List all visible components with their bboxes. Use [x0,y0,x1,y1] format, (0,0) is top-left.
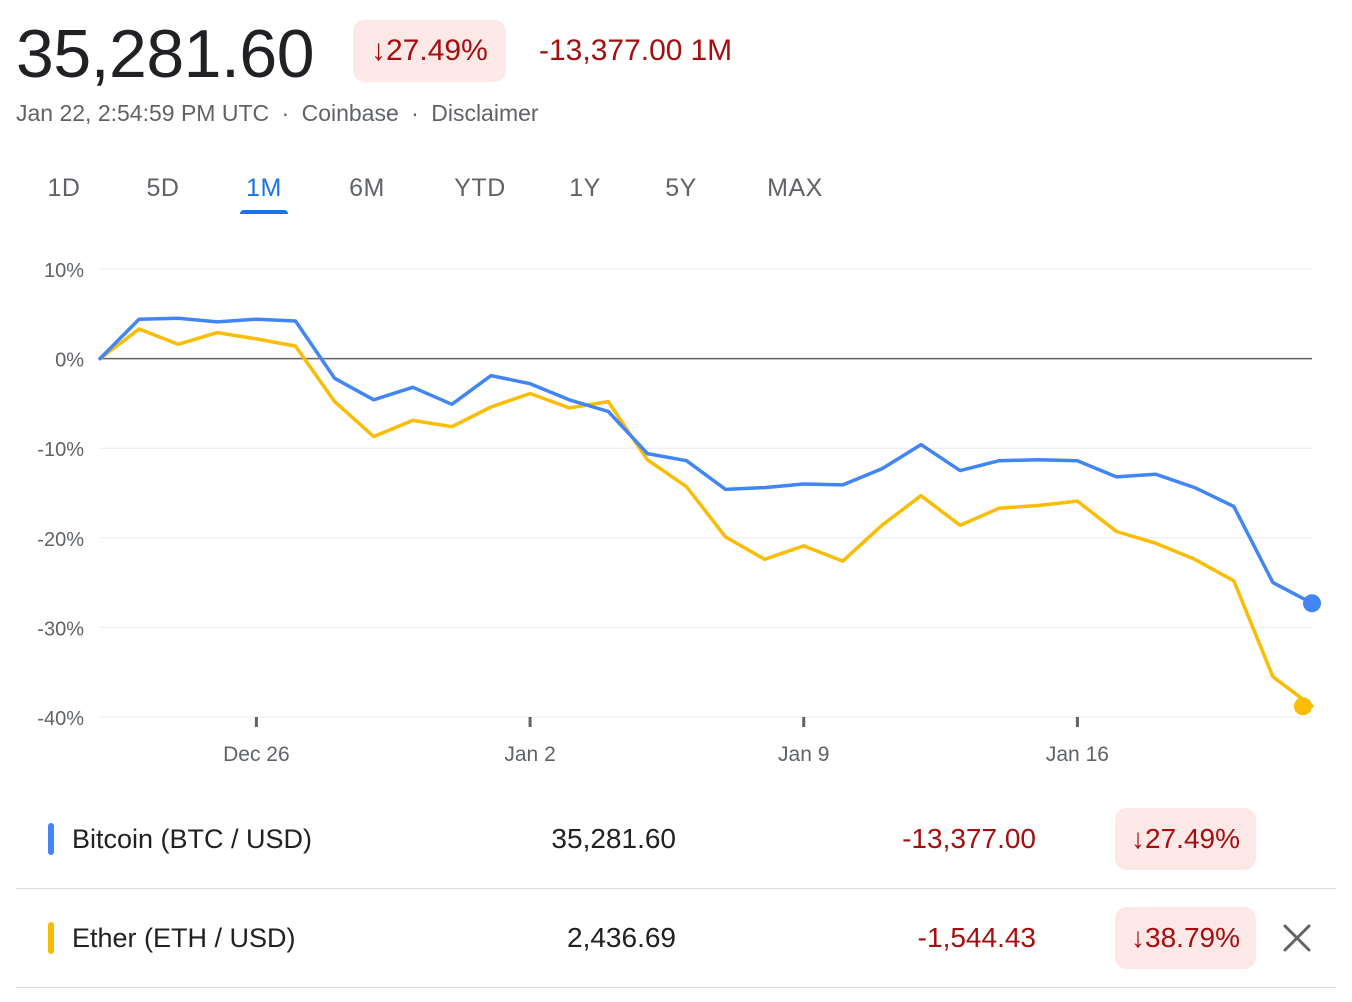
asset-change-percent: 27.49% [1145,823,1240,854]
change-period: 1M [690,34,733,67]
y-tick-label: 10% [44,260,84,282]
change-absolute-value: -13,377.00 [539,34,683,67]
x-tick-label: Jan 9 [778,743,829,766]
tab-label: YTD [454,174,506,202]
x-tick-label: Dec 26 [223,743,290,766]
tab-label: 1D [47,174,81,202]
bitcoin-series-line [98,316,1314,605]
tab-label: MAX [767,174,823,202]
comparison-line-chart[interactable]: 10% 0% -10% -20% -30% -40% Dec 26 Jan 2 Jan 9 Jan… [0,240,1352,780]
bitcoin-color-swatch [48,823,54,855]
y-tick-label: -30% [37,618,84,640]
legend-row-bitcoin[interactable]: Bitcoin (BTC / USD) 35,281.60 -13,377.00… [16,790,1336,889]
asset-name: Ether (ETH / USD) [72,923,296,953]
quote-meta: Jan 22, 2:54:59 PM UTC · Coinbase · Disc… [16,100,539,127]
ether-color-swatch [48,922,54,954]
tab-label: 6M [349,174,385,202]
change-absolute: -13,377.00 1M [539,20,740,82]
asset-change-percent-badge: ↓38.79% [1115,907,1256,969]
disclaimer-link[interactable]: Disclaimer [431,100,539,126]
asset-change: -1,544.43 [917,922,1036,953]
close-icon[interactable] [1276,917,1318,959]
change-percent-value: 27.49% [386,34,488,67]
arrow-down-icon: ↓ [371,34,386,67]
y-tick-label: -20% [37,529,84,551]
tab-label: 1Y [569,174,601,202]
tab-max[interactable]: MAX [760,168,830,214]
asset-change: -13,377.00 [902,823,1036,854]
x-tick-label: Jan 16 [1046,743,1109,766]
current-price: 35,281.60 [16,16,315,92]
tab-label: 1M [246,174,282,202]
bitcoin-end-point [1303,594,1321,613]
tab-label: 5Y [665,174,697,202]
tab-6m[interactable]: 6M [344,168,390,214]
x-tick-label: Jan 2 [504,743,555,766]
change-percent-badge: ↓27.49% [353,20,506,82]
timestamp: Jan 22, 2:54:59 PM UTC [16,100,270,126]
meta-separator: · [411,100,419,126]
arrow-down-icon: ↓ [1131,922,1146,953]
y-tick-label: -10% [37,439,84,461]
ether-end-point [1294,697,1312,716]
tab-ytd[interactable]: YTD [450,168,510,214]
asset-price: 2,436.69 [567,922,676,953]
tab-5y[interactable]: 5Y [662,168,700,214]
active-tab-indicator [240,210,288,214]
tab-1y[interactable]: 1Y [567,168,603,214]
meta-separator: · [281,100,290,126]
asset-change-percent-badge: ↓27.49% [1115,808,1256,870]
asset-change-percent: 38.79% [1145,922,1240,953]
source-link[interactable]: Coinbase [301,100,399,126]
tab-1m[interactable]: 1M [240,168,288,214]
arrow-down-icon: ↓ [1131,823,1146,854]
asset-name: Bitcoin (BTC / USD) [72,824,313,854]
ether-series-line [98,327,1314,708]
tab-label: 5D [146,174,180,202]
y-tick-label: -40% [37,708,84,730]
tab-1d[interactable]: 1D [44,168,84,214]
asset-price: 35,281.60 [551,823,676,854]
y-tick-label: 0% [55,350,84,372]
tab-5d[interactable]: 5D [142,168,184,214]
quote-header: 35,281.60 ↓27.49% -13,377.00 1M [16,14,1336,94]
legend-row-ether[interactable]: Ether (ETH / USD) 2,436.69 -1,544.43 ↓38… [16,889,1336,988]
